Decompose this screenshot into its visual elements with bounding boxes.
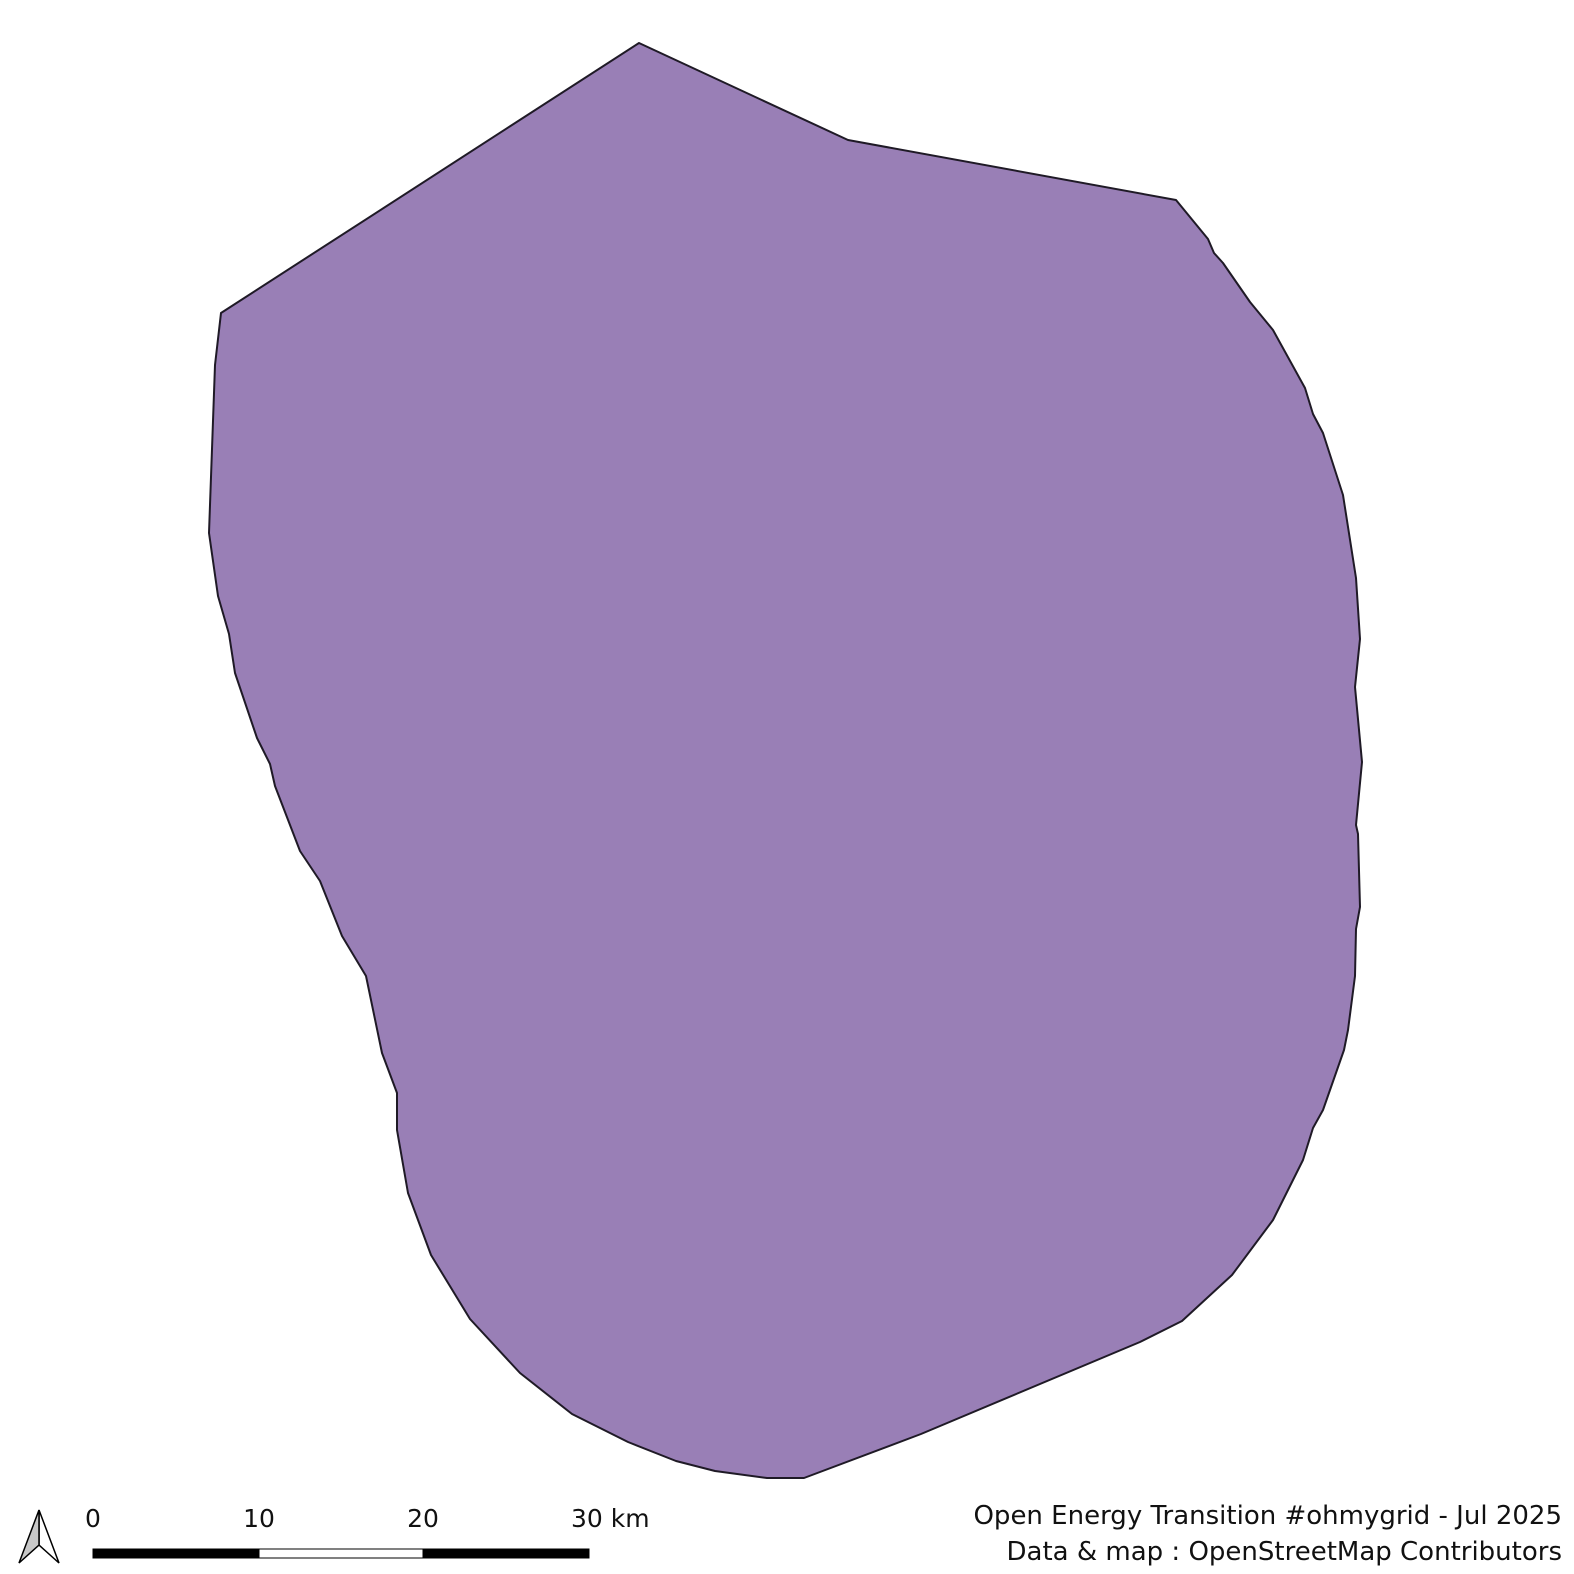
scale-label-20: 20 [407,1504,439,1533]
scale-label-30: 30 km [571,1504,650,1533]
credit-attribution: Data & map : OpenStreetMap Contributors [1006,1537,1562,1567]
scale-label-10: 10 [243,1504,275,1533]
north-arrow-icon-shade [18,1509,40,1564]
scale-label-0: 0 [85,1504,101,1533]
scale-bar-segment-3 [422,1548,590,1559]
north-arrow [18,1509,60,1564]
scale-bar-segment-2 [258,1548,424,1559]
region-polygon [208,42,1363,1479]
credit-title: Open Energy Transition #ohmygrid - Jul 2… [973,1501,1562,1531]
scale-bar: 0 10 20 30 km [85,1504,650,1559]
scale-bar-segment-1 [92,1548,260,1559]
